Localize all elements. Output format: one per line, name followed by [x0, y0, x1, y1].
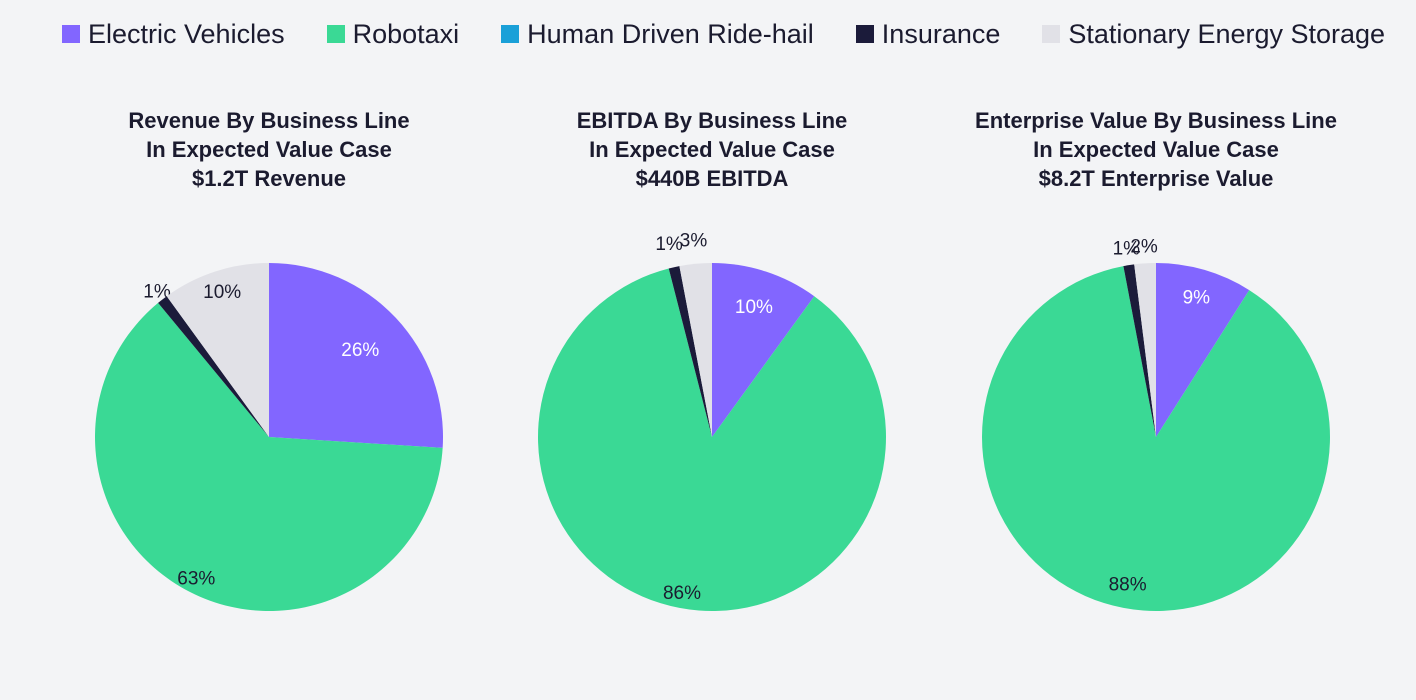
chart-title-line: $440B EBITDA [636, 166, 789, 191]
pie-slice-insurance [668, 266, 712, 437]
slice-value-label: 1% [655, 234, 683, 255]
pie-slice-robotaxi [95, 302, 443, 611]
pie-slice-stationary-energy-storage [166, 263, 269, 437]
slice-value-label: 3% [680, 230, 708, 251]
chart-legend: Electric Vehicles Robotaxi Human Driven … [62, 14, 1396, 54]
legend-item-insurance: Insurance [855, 18, 1001, 50]
pie-slice-electric-vehicles [1156, 263, 1250, 437]
slice-value-label: 88% [1109, 575, 1147, 596]
legend-label: Human Driven Ride-hail [527, 18, 814, 49]
slice-value-label: 63% [177, 569, 215, 590]
legend-swatch [62, 25, 80, 43]
slice-value-label: 10% [735, 297, 773, 318]
slice-value-label: 86% [663, 583, 701, 604]
legend-swatch [326, 25, 345, 43]
pie-slice-stationary-energy-storage [1134, 263, 1156, 437]
legend-label: Stationary Energy Storage [1068, 18, 1386, 49]
chart-title-line: $1.2T Revenue [192, 166, 346, 191]
pie-slice-insurance [1123, 264, 1156, 437]
pie-chart-2: EBITDA By Business Line In Expected Value… [538, 108, 887, 612]
legend-label: Insurance [881, 18, 1001, 49]
legend-item-electric-vehicles: Electric Vehicles [62, 19, 285, 50]
slice-value-label: 1% [143, 282, 171, 303]
legend-item-stationary-energy-storage: Stationary Energy Storage [1042, 19, 1385, 50]
chart-title-line: In Expected Value Case [146, 137, 392, 162]
legend-swatch [501, 25, 520, 43]
legend-label: Electric Vehicles [88, 18, 285, 49]
chart-title-line: In Expected Value Case [589, 137, 835, 162]
pie-slice-electric-vehicles [712, 263, 815, 437]
chart-title-line: EBITDA By Business Line [577, 108, 848, 133]
slice-value-label: 26% [341, 340, 379, 361]
slice-value-label: 2% [1130, 237, 1158, 258]
chart-title-line: In Expected Value Case [1033, 137, 1279, 162]
slice-value-label: 1% [1113, 239, 1141, 260]
legend-item-human-driven-ride-hail: Human Driven Ride-hail [501, 19, 814, 50]
pie-slice-stationary-energy-storage [679, 263, 712, 437]
legend-swatch [855, 25, 874, 43]
legend-swatch [1042, 25, 1061, 43]
slice-value-label: 9% [1183, 287, 1211, 308]
pie-chart-1: Revenue By Business Line In Expected Valu… [95, 108, 444, 611]
slice-value-label: 10% [203, 282, 241, 303]
legend-label: Robotaxi [352, 18, 460, 49]
chart-title-line: $8.2T Enterprise Value [1039, 166, 1274, 191]
legend-item-robotaxi: Robotaxi [326, 18, 460, 50]
pie-slice-robotaxi [538, 268, 887, 612]
chart-title-line: Enterprise Value By Business Line [975, 108, 1337, 133]
pie-slice-robotaxi [981, 266, 1330, 612]
pie-slice-insurance [158, 296, 269, 437]
pie-chart-3: Enterprise Value By Business Line In Expe… [975, 108, 1337, 612]
pie-slice-electric-vehicles [269, 263, 444, 448]
chart-title-line: Revenue By Business Line [128, 108, 409, 133]
